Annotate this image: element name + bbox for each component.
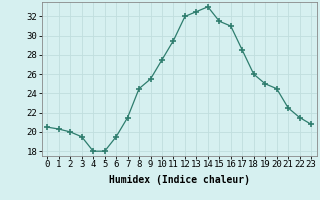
X-axis label: Humidex (Indice chaleur): Humidex (Indice chaleur) — [109, 175, 250, 185]
